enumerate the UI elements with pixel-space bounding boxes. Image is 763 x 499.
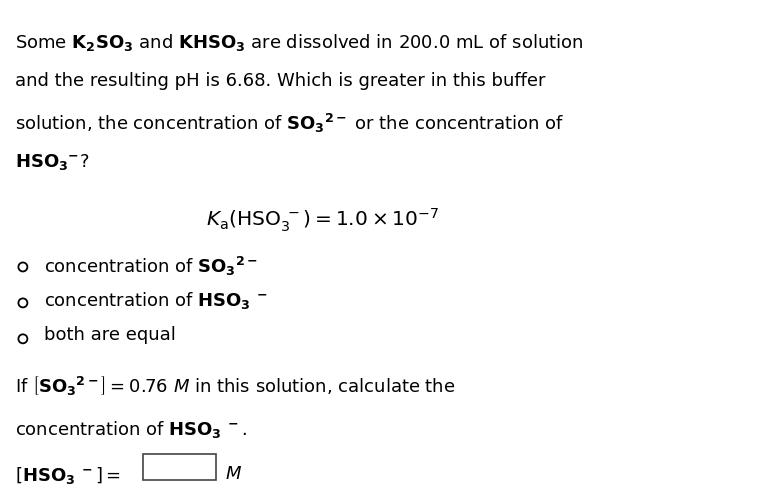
Text: solution, the concentration of $\mathbf{SO_3}^{\mathbf{2-}}$ or the concentratio: solution, the concentration of $\mathbf{… (15, 112, 565, 135)
Text: concentration of $\mathbf{HSO_3}^{\mathbf{\ -}}$: concentration of $\mathbf{HSO_3}^{\mathb… (44, 290, 269, 311)
Text: and the resulting pH is 6.68. Which is greater in this buffer: and the resulting pH is 6.68. Which is g… (15, 72, 546, 90)
Text: Some $\mathbf{K_2SO_3}$ and $\mathbf{KHSO_3}$ are dissolved in 200.0 mL of solut: Some $\mathbf{K_2SO_3}$ and $\mathbf{KHS… (15, 32, 584, 53)
Text: $\mathit{M}$: $\mathit{M}$ (225, 465, 242, 483)
Text: both are equal: both are equal (44, 326, 176, 344)
Text: $[\mathbf{HSO_3}^{\mathbf{\ -}}] =$: $[\mathbf{HSO_3}^{\mathbf{\ -}}] =$ (15, 465, 121, 486)
Text: If $\left[\mathbf{SO_3}^{\mathbf{2-}}\right] = 0.76\ \mathit{M}$ in this solutio: If $\left[\mathbf{SO_3}^{\mathbf{2-}}\ri… (15, 375, 456, 398)
FancyBboxPatch shape (143, 454, 216, 480)
Text: $\mathit{K}_\mathrm{a}(\mathrm{HSO_3^{\ -}}) = 1.0 \times 10^{-7}$: $\mathit{K}_\mathrm{a}(\mathrm{HSO_3^{\ … (206, 207, 439, 235)
Text: concentration of $\mathbf{HSO_3}^{\mathbf{\ -}}$.: concentration of $\mathbf{HSO_3}^{\mathb… (15, 419, 247, 440)
Text: $\mathbf{HSO_3}^{\mathbf{-}}$?: $\mathbf{HSO_3}^{\mathbf{-}}$? (15, 152, 89, 172)
Text: concentration of $\mathbf{SO_3}^{\mathbf{2-}}$: concentration of $\mathbf{SO_3}^{\mathbf… (44, 254, 258, 277)
